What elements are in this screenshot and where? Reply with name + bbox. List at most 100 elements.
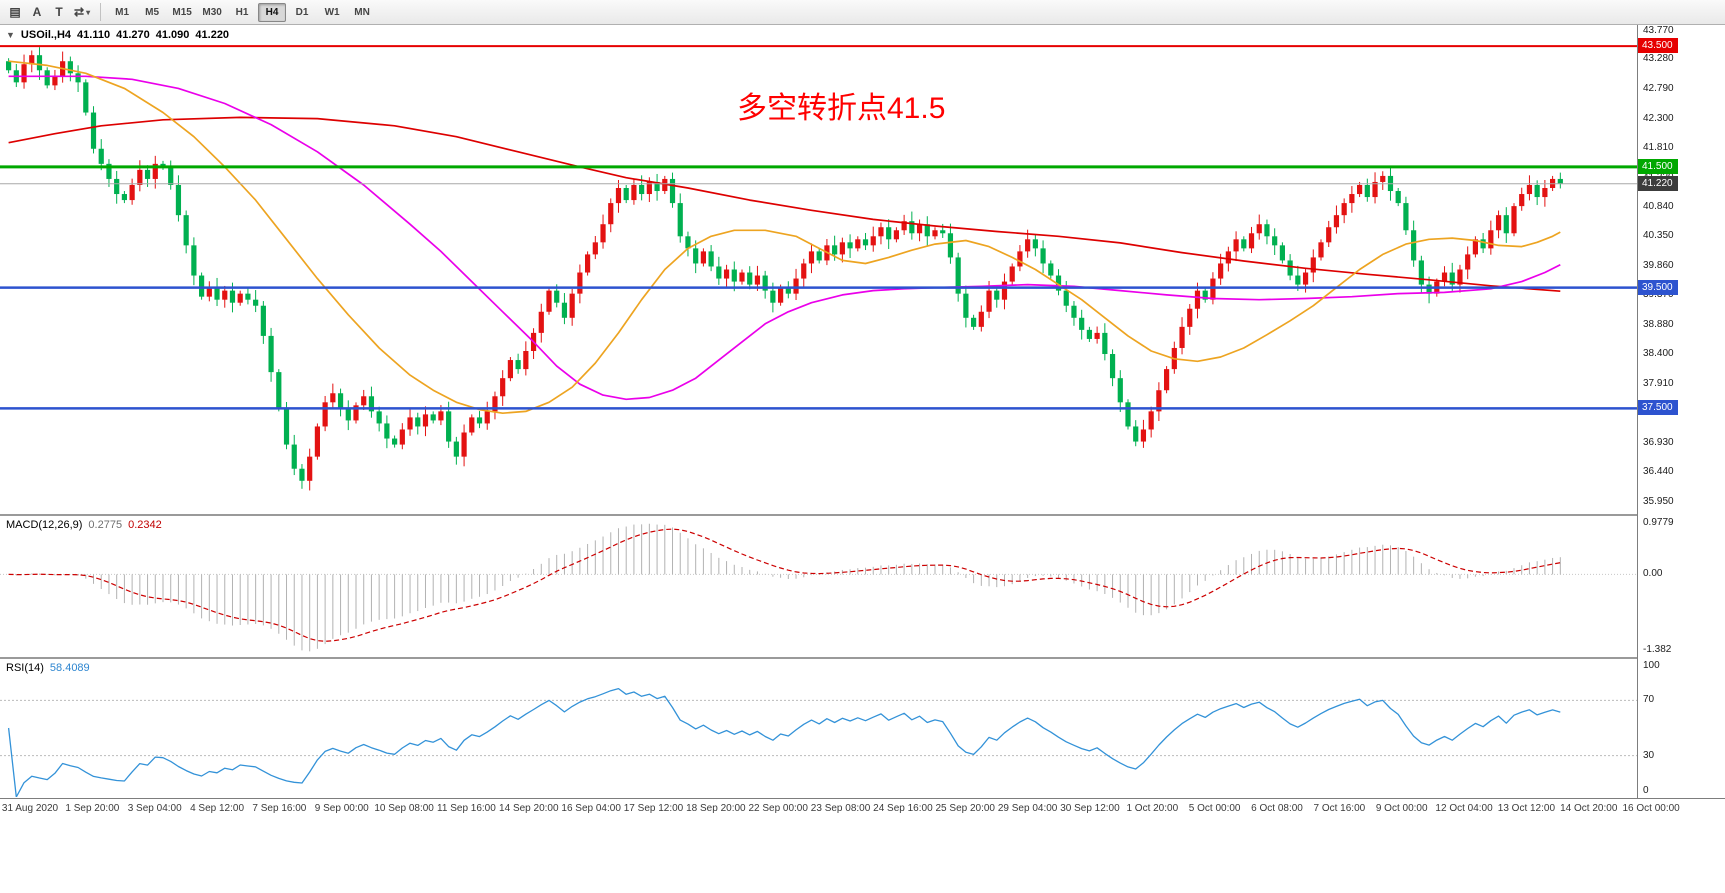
candle-up: [1164, 369, 1170, 391]
candle-down: [1503, 215, 1509, 234]
price-scale[interactable]: 43.77043.28042.79042.30041.81041.32040.8…: [1637, 25, 1725, 798]
main-chart-panel[interactable]: ▼ USOil.,H4 41.110 41.270 41.090 41.220 …: [0, 25, 1637, 514]
candle-up: [585, 254, 591, 273]
rsi-label: RSI(14) 58.4089: [6, 662, 90, 674]
toolbar-separator: [100, 3, 102, 21]
candle-down: [245, 293, 251, 300]
candle-up: [461, 432, 467, 457]
time-axis-label: 10 Sep 08:00: [374, 803, 434, 814]
ohlc-open-value: 41.110: [77, 29, 111, 41]
candle-up: [29, 55, 35, 65]
candle-down: [253, 299, 259, 306]
timeframe-button-h4[interactable]: H4: [258, 2, 287, 22]
candle-up: [878, 227, 884, 237]
price-tick: 42.790: [1643, 82, 1674, 94]
candle-up: [322, 402, 328, 427]
candle-down: [144, 169, 151, 179]
candle-up: [1511, 206, 1517, 234]
candle-up: [1148, 411, 1154, 430]
candle-up: [422, 414, 429, 427]
timeframe-button-m1[interactable]: M1: [108, 3, 136, 22]
time-axis-label: 31 Aug 2020: [1, 803, 59, 814]
candle-down: [67, 61, 73, 74]
candle-down: [453, 441, 459, 457]
price-level-chip-37.500: 37.500: [1638, 400, 1678, 416]
candle-down: [1264, 224, 1270, 237]
timeframe-button-m5[interactable]: M5: [138, 3, 166, 22]
candle-up: [646, 181, 652, 195]
chart-window-icon: ▤: [9, 5, 21, 19]
candle-down: [909, 221, 915, 234]
rsi-panel[interactable]: RSI(14) 58.4089: [0, 659, 1637, 797]
candle-up: [237, 293, 243, 303]
candle-up: [1009, 266, 1015, 282]
price-level-chip-43.500: 43.500: [1638, 38, 1678, 54]
price-tick: 35.950: [1643, 495, 1674, 507]
candle-up: [723, 269, 730, 279]
candle-down: [1086, 329, 1092, 339]
price-tick: 39.370: [1643, 289, 1674, 301]
candle-up: [492, 396, 498, 412]
candle-up: [407, 417, 413, 430]
candle-down: [299, 468, 305, 481]
candle-down: [446, 411, 452, 442]
candle-up: [1326, 227, 1332, 243]
candle-down: [199, 275, 205, 297]
timeframe-button-m15[interactable]: M15: [168, 3, 196, 22]
timeframe-button-m30[interactable]: M30: [198, 3, 226, 22]
price-tick: 40.840: [1643, 200, 1674, 212]
candle-up: [577, 272, 583, 294]
cursor-tool-button[interactable]: ⇄ ▾: [70, 2, 94, 22]
candle-down: [376, 411, 382, 424]
macd-panel[interactable]: MACD(12,26,9) 0.2775 0.2342: [0, 516, 1637, 657]
timeframe-button-w1[interactable]: W1: [318, 3, 346, 22]
candle-down: [291, 444, 297, 469]
rsi-scale-70: 70: [1643, 694, 1655, 706]
ohlc-close-value: 41.220: [195, 29, 230, 41]
macd-canvas[interactable]: [0, 516, 1637, 657]
rsi-scale-0: 0: [1643, 785, 1649, 796]
one-click-trading-toggle-icon[interactable]: ▼: [6, 30, 15, 40]
candle-down: [731, 269, 737, 282]
candle-up: [206, 287, 212, 297]
timeframe-button-h1[interactable]: H1: [228, 3, 256, 22]
candle-up: [1519, 194, 1525, 207]
annotation-a-button[interactable]: A: [26, 2, 48, 22]
main-chart-canvas[interactable]: [0, 25, 1637, 514]
rsi-name: RSI(14): [6, 662, 44, 674]
ma-mid-magenta: [8, 75, 1561, 401]
candle-up: [855, 239, 861, 249]
timeframe-button-d1[interactable]: D1: [288, 3, 316, 22]
candle-down: [832, 245, 838, 255]
macd-scale-zero: 0.00: [1643, 568, 1663, 580]
macd-label: MACD(12,26,9) 0.2775 0.2342: [6, 519, 162, 531]
chart-text-annotation[interactable]: 多空转折点41.5: [737, 92, 946, 125]
time-axis-label: 17 Sep 12:00: [623, 803, 684, 814]
candle-up: [314, 426, 320, 457]
candle-down: [1241, 239, 1247, 249]
panel-separator[interactable]: [0, 514, 1725, 516]
candle-up: [1302, 272, 1309, 285]
candle-up: [1465, 254, 1471, 270]
macd-signal-line: [8, 528, 1561, 642]
candle-up: [932, 230, 938, 237]
candle-up: [1025, 239, 1031, 252]
macd-histogram: [15, 523, 1561, 652]
candle-up: [1372, 181, 1378, 198]
rsi-canvas[interactable]: [0, 659, 1637, 797]
candle-down: [677, 203, 683, 237]
candle-up: [1256, 224, 1262, 234]
timeframe-button-mn[interactable]: MN: [348, 3, 376, 22]
candle-down: [1048, 263, 1054, 276]
time-scale[interactable]: 31 Aug 2020 1 Sep 20:00 3 Sep 04:00 4 Sep 1…: [0, 798, 1725, 818]
candle-up: [1140, 429, 1147, 442]
text-tool-button[interactable]: T: [48, 2, 70, 22]
time-axis-label: 13 Oct 12:00: [1497, 803, 1556, 814]
candle-down: [1295, 275, 1301, 285]
candle-down: [770, 290, 776, 303]
candle-down: [160, 163, 166, 167]
candle-down: [1055, 275, 1062, 291]
chart-window-button[interactable]: ▤: [4, 2, 26, 22]
candle-up: [1380, 175, 1386, 182]
panel-separator[interactable]: [0, 657, 1725, 659]
